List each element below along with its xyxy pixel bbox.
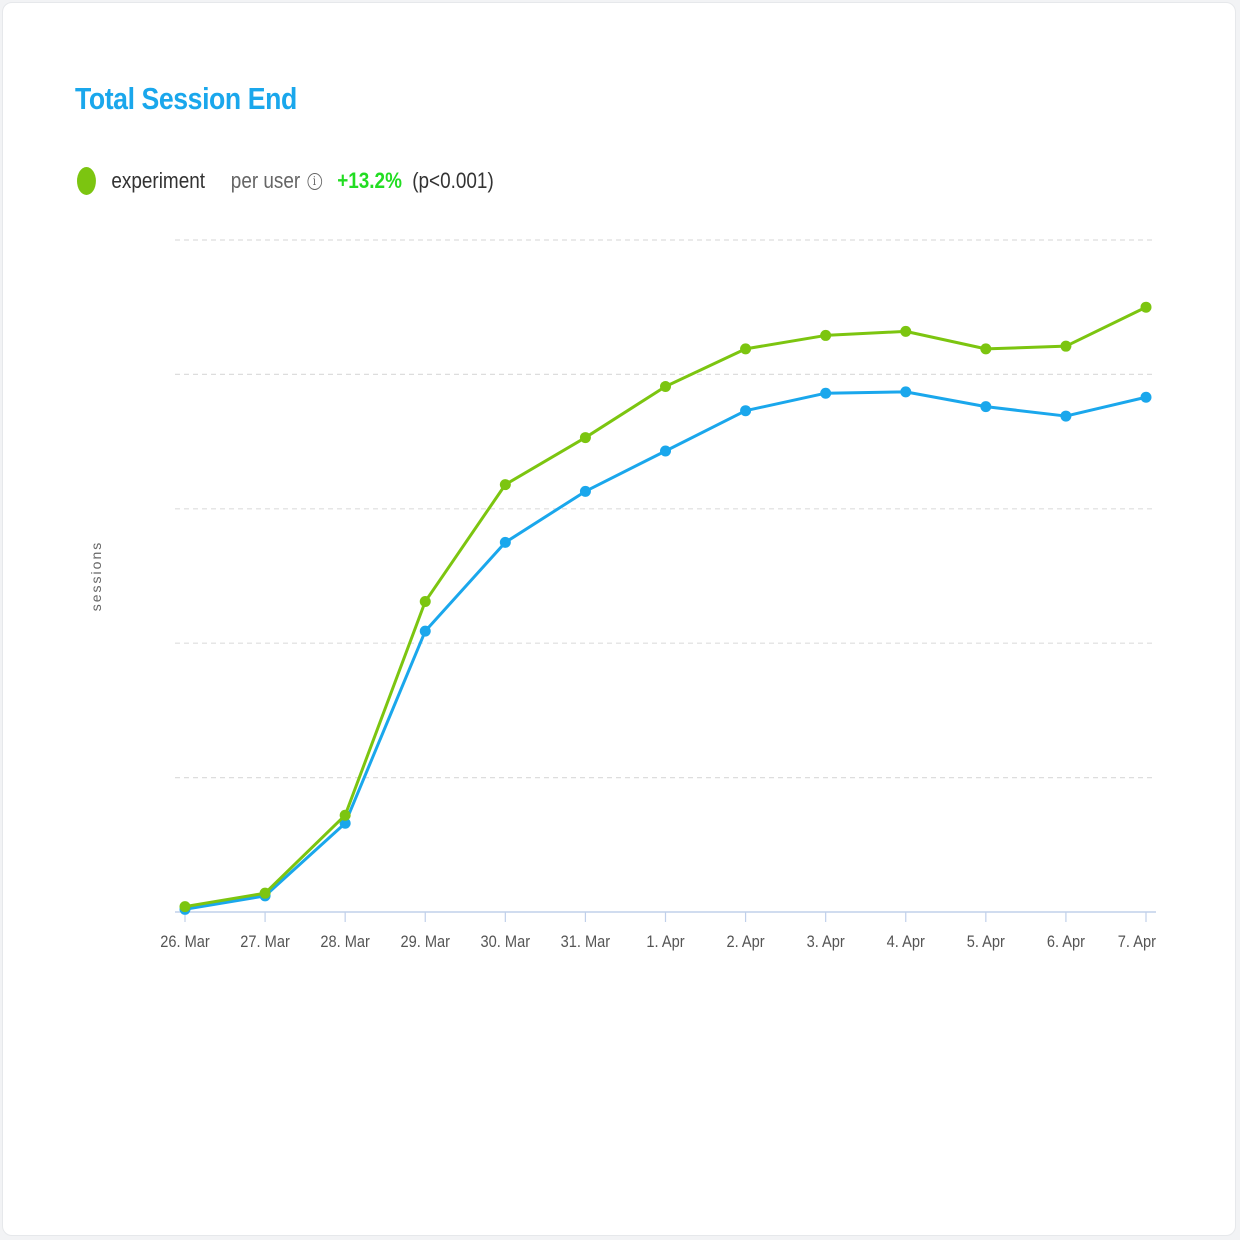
series-2-point [1140, 391, 1152, 403]
legend-series-name[interactable]: experiment [111, 168, 206, 193]
series-2-point [579, 485, 591, 497]
experiment-point [259, 887, 271, 899]
series-2-point [900, 386, 912, 398]
x-tick-label: 5. Apr [967, 933, 1006, 951]
x-tick-label: 30. Mar [481, 933, 531, 951]
x-tick-label: 4. Apr [887, 933, 926, 951]
experiment-point [1140, 301, 1152, 313]
experiment-point [179, 901, 191, 913]
legend: experiment per user i +13.2% (p<0.001) [77, 163, 494, 199]
x-tick-label: 26. Mar [160, 933, 210, 951]
x-tick-label: 1. Apr [646, 933, 685, 951]
experiment-point [1060, 340, 1072, 352]
series-2-point [419, 625, 431, 637]
x-tick-label: 7. Apr [1118, 933, 1157, 951]
series-2-point [339, 817, 351, 829]
y-axis-label: sessions [88, 541, 104, 611]
experiment-point [339, 809, 351, 821]
legend-pvalue: (p<0.001) [412, 168, 494, 193]
info-icon[interactable]: i [307, 172, 322, 190]
x-tick-label: 31. Mar [561, 933, 611, 951]
series-2-point [820, 387, 832, 399]
experiment-point [900, 325, 912, 337]
experiment-point [820, 329, 832, 341]
experiment-point [980, 343, 992, 355]
x-tick-label: 28. Mar [320, 933, 370, 951]
x-tick-label: 27. Mar [240, 933, 290, 951]
series-2-point [660, 445, 671, 457]
experiment-point [579, 432, 591, 444]
legend-marker-experiment[interactable] [77, 167, 96, 195]
experiment-point [660, 380, 671, 392]
x-tick-label: 6. Apr [1047, 933, 1086, 951]
legend-delta: +13.2% [337, 168, 402, 193]
experiment-point [740, 343, 752, 355]
series-2-point [740, 405, 752, 417]
x-tick-label: 3. Apr [807, 933, 846, 951]
experiment-point [499, 479, 511, 491]
legend-mode: per user [230, 168, 301, 193]
x-tick-label: 29. Mar [400, 933, 450, 951]
series-2-point [499, 536, 511, 548]
x-tick-label: 2. Apr [726, 933, 765, 951]
experiment-point [419, 596, 431, 608]
series-2-point [980, 401, 992, 413]
chart-title: Total Session End [75, 81, 297, 116]
series-2-point [1060, 410, 1072, 422]
experiment-line [184, 305, 1147, 909]
